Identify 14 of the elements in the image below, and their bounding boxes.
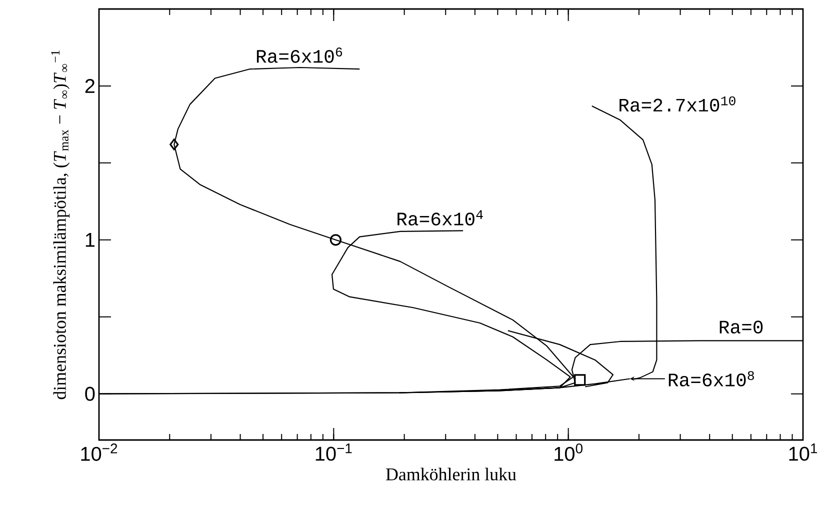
x-axis-title: Damköhlerin luku [386,468,516,480]
text: dimensioton maksimilämpötila, (T$_{max}$ − T$_{∞}$)T$_{∞}$−1 [51,50,70,400]
series-label: Ra=0 [720,320,763,334]
series-label: Ra=2.7x10$^{10}$ [620,96,736,112]
x-tick-label: 10$^{0}$ [554,444,582,461]
y-tick-label: 2 [85,79,94,93]
x-tick-label: 10$^{−1}$ [316,444,352,461]
series-label: Ra=6x10$^{4}$ [398,210,483,226]
legend-label: Ra=6x10$^{8}$ [668,371,754,386]
y-tick-label: 1 [86,233,94,247]
series-label: Ra=6x10$^{6}$ [256,48,342,63]
x-tick-label: 10$^{1}$ [789,444,818,461]
y-tick-label: 0 [85,386,95,401]
x-tick-label: 10$^{−2}$ [81,444,118,461]
